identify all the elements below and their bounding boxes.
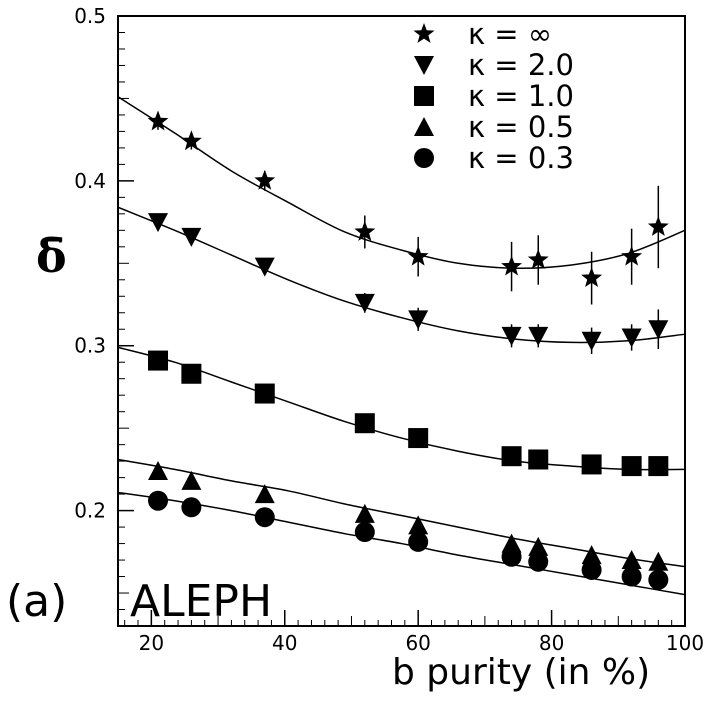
data-point-triangle-up [148,461,169,481]
data-point-square [148,350,169,371]
data-point-star [407,245,429,266]
data-point-triangle-up [528,536,549,556]
data-point-square [621,456,642,477]
y-tick-label: 0.4 [74,169,106,193]
panel-label: (a) [6,576,67,627]
legend-label: κ = ∞ [468,17,552,51]
data-point-triangle-up [501,533,522,553]
axis-ticks: 20 40 60 80 100 0.2 0.3 0.4 0.5 [74,4,704,655]
error-bars [157,113,660,585]
legend-marker-star [413,23,435,43]
x-tick-label: 60 [405,631,430,655]
data-point-star [180,130,202,151]
data-point-circle [581,559,602,580]
data-point-square [581,454,602,475]
data-point-circle [528,551,549,572]
data-point-triangle-down [148,213,169,233]
legend: κ = ∞κ = 2.0κ = 1.0κ = 0.5κ = 0.3 [413,17,574,175]
y-axis-title: δ̄ [36,229,67,283]
data-point-star [621,245,643,266]
data-point-circle [408,531,429,552]
data-point-square [181,363,202,384]
legend-marker-triangle-up [414,117,434,136]
data-point-triangle-up [648,551,669,571]
data-point-star [647,216,669,236]
data-point-triangle-down [408,310,429,330]
data-point-square [528,449,549,470]
data-point-star [527,249,549,269]
x-tick-label: 40 [272,631,297,655]
data-point-triangle-up [354,503,375,523]
data-point-triangle-down [581,331,602,351]
data-point-triangle-down [181,227,202,247]
data-point-triangle-down [501,326,522,346]
fit-curve [117,346,686,471]
legend-marker-circle [414,148,434,168]
legend-label: κ = 0.5 [468,110,574,144]
data-point-triangle-up [181,470,202,490]
data-point-triangle-down [648,320,669,340]
experiment-label: ALEPH [130,576,272,627]
data-point-triangle-up [408,515,429,535]
data-point-circle [501,546,522,567]
x-tick-label: 80 [539,631,564,655]
data-point-star [254,169,276,190]
data-point-star [147,110,169,131]
data-point-triangle-up [621,550,642,570]
fit-curve [117,96,686,270]
data-point-circle [648,569,669,590]
data-points [147,110,669,590]
data-point-square [254,383,275,404]
x-tick-label: 20 [139,631,164,655]
data-point-triangle-down [254,257,275,277]
data-point-triangle-down [621,328,642,348]
legend-label: κ = 0.3 [468,141,574,175]
data-point-star [501,255,522,276]
legend-marker-triangle-down [414,56,434,75]
legend-marker-square [414,86,434,106]
data-point-triangle-up [254,484,275,504]
data-point-circle [148,490,169,511]
y-tick-label: 0.2 [74,499,106,523]
y-tick-label: 0.5 [74,4,106,28]
data-point-square [408,428,429,449]
data-point-triangle-down [354,293,375,313]
data-point-circle [254,507,275,528]
x-tick-label: 100 [666,631,704,655]
data-point-square [648,456,669,477]
legend-label: κ = 2.0 [468,48,574,82]
plot-frame [117,15,686,627]
data-point-square [354,413,375,434]
data-point-triangle-down [528,326,549,346]
x-axis-title: b purity (in %) [392,652,650,693]
data-point-star [354,221,376,241]
data-point-triangle-up [581,545,602,565]
data-point-square [501,446,522,467]
fit-curves [117,96,686,596]
data-point-star [581,267,603,287]
data-point-circle [181,497,202,518]
y-tick-label: 0.3 [74,334,106,358]
legend-label: κ = 1.0 [468,79,574,113]
data-point-circle [354,522,375,543]
data-point-circle [621,566,642,587]
fit-curve [117,458,686,568]
